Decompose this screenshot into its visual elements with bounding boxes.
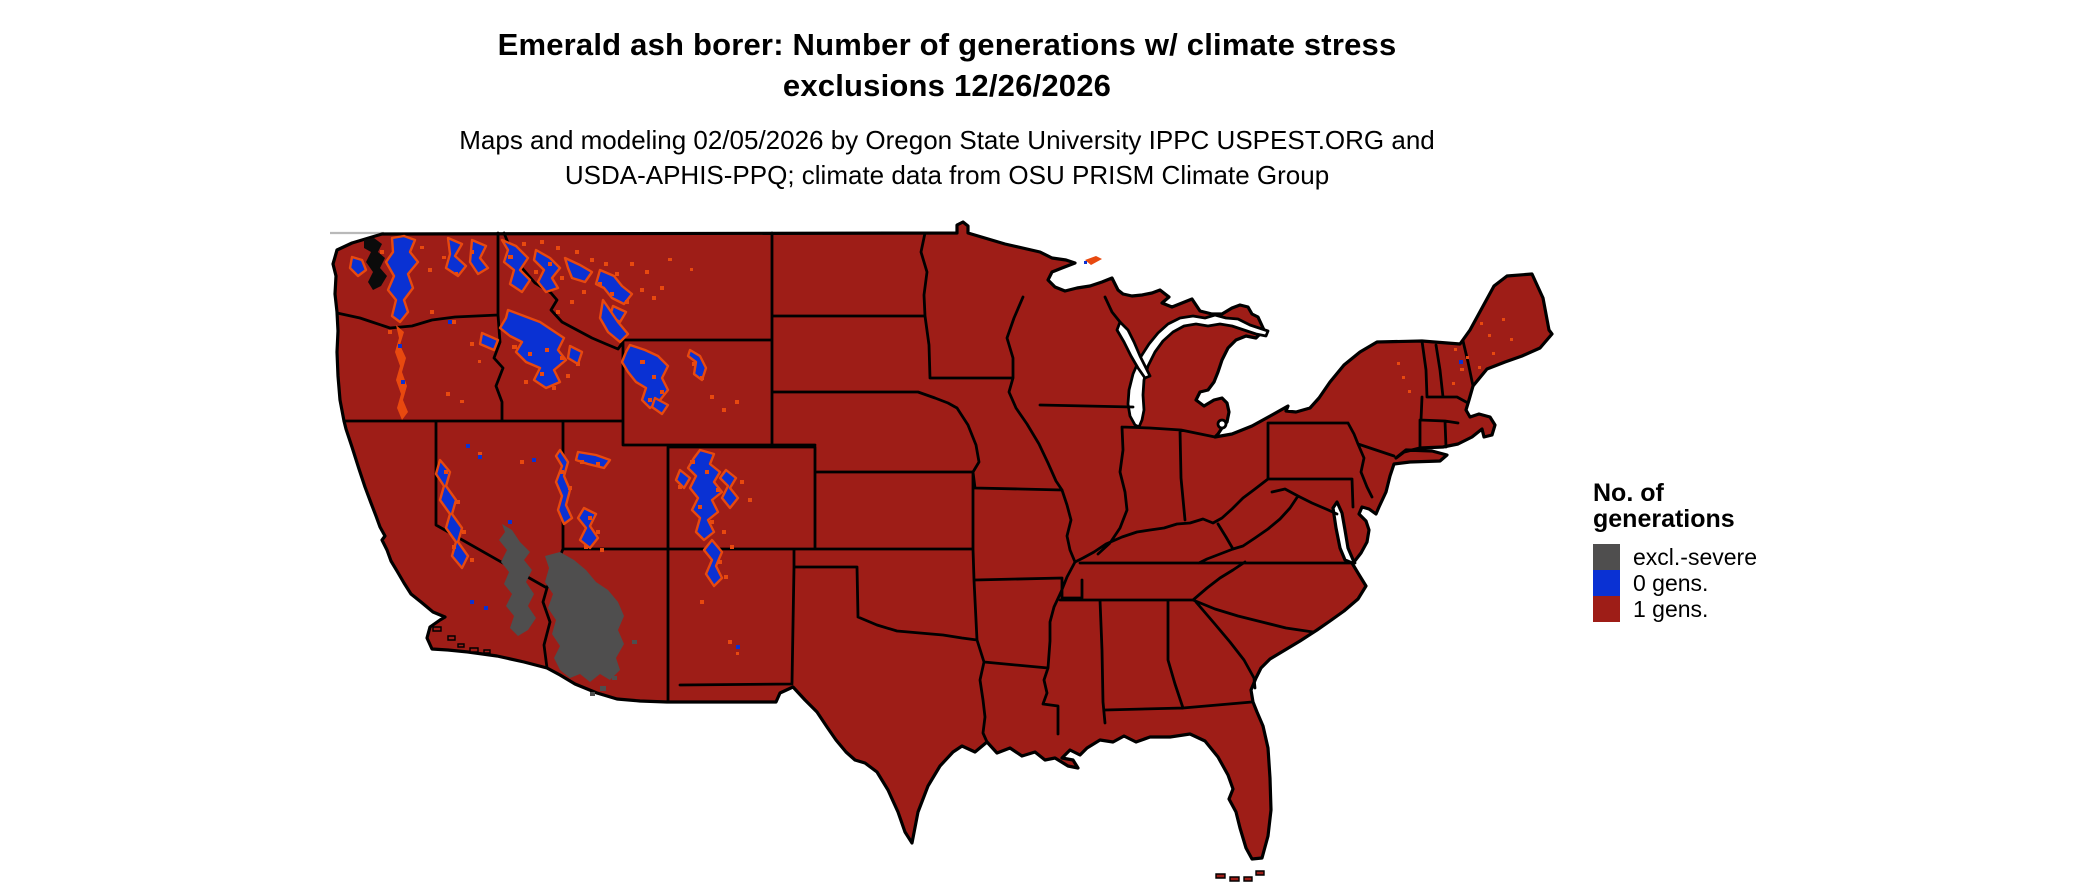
map-subtitle-line1: Maps and modeling 02/05/2026 by Oregon S… [459,125,1435,155]
transition-speckles [380,240,1513,655]
legend-row-1-gens: 1 gens. [1593,596,1823,622]
legend-row-excl-severe: excl.-severe [1593,544,1823,570]
state-borders [335,231,1475,744]
lake-st-clair [1216,418,1228,430]
legend-swatch-1-gens [1593,596,1620,622]
map-title-line2: exclusions 12/26/2026 [782,68,1112,103]
green-bay [1115,320,1152,380]
map-subtitle-line2: USDA-APHIS-PPQ; climate data from OSU PR… [564,160,1330,190]
puget-sound [364,238,387,290]
legend-swatch-excl-severe [1593,544,1620,570]
legend-title-line1: No. of [1593,479,1664,507]
legend-label-0-gens: 0 gens. [1633,569,1709,596]
isle-royale [1085,256,1102,265]
zero-generations-patches [348,234,740,588]
legend: No. of generations excl.-severe 0 gens. … [1593,480,1823,622]
legend-title-line2: generations [1593,505,1735,533]
map-title: Emerald ash borer: Number of generations… [0,24,1894,106]
legend-label-excl-severe: excl.-severe [1633,543,1757,570]
legend-rows: excl.-severe 0 gens. 1 gens. [1593,544,1823,622]
map-title-line1: Emerald ash borer: Number of generations… [497,27,1397,62]
florida-keys [1215,870,1265,882]
legend-row-0-gens: 0 gens. [1593,570,1823,596]
map-subtitle: Maps and modeling 02/05/2026 by Oregon S… [0,123,1894,193]
channel-islands [432,626,491,654]
coastal-islands [432,626,1265,882]
excluded-severe-region [499,524,637,696]
legend-swatch-0-gens [1593,570,1620,596]
legend-label-1-gens: 1 gens. [1633,595,1709,622]
